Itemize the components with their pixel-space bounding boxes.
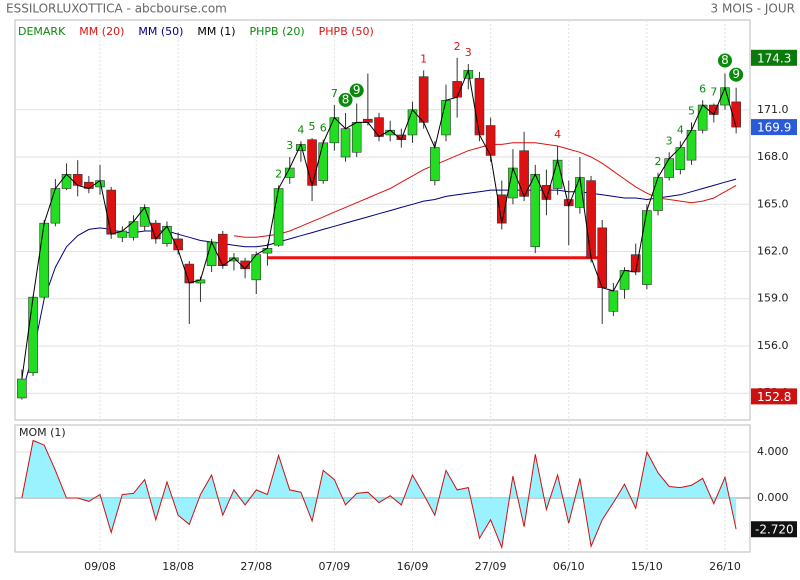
candle-body bbox=[430, 147, 440, 181]
candle-body bbox=[162, 225, 172, 244]
price-label-box bbox=[751, 388, 797, 405]
candle-body bbox=[642, 210, 652, 285]
legend-label: DEMARK bbox=[18, 25, 66, 38]
x-tick-label: 27/08 bbox=[240, 560, 272, 573]
x-tick-label: 09/08 bbox=[84, 560, 116, 573]
y-tick-label: 0.000 bbox=[757, 491, 789, 504]
x-tick-label: 16/09 bbox=[397, 560, 429, 573]
candle-body bbox=[363, 118, 373, 123]
setup-label: 2 bbox=[275, 167, 282, 180]
period: 3 MOIS - JOUR bbox=[711, 2, 795, 16]
price-label: 174.3 bbox=[757, 51, 791, 65]
x-tick-label: 26/10 bbox=[709, 560, 741, 573]
price-label-box bbox=[751, 119, 797, 136]
panel-title: MOM (1) bbox=[19, 426, 66, 439]
candle-body bbox=[17, 378, 27, 399]
y-tick-label: 156.0 bbox=[757, 339, 789, 352]
candle-body bbox=[418, 76, 429, 123]
y-tick-label: 159.0 bbox=[757, 292, 789, 305]
candle-body bbox=[106, 189, 116, 235]
y-tick-label: 171.0 bbox=[757, 103, 789, 116]
candle-body bbox=[697, 104, 708, 131]
candle-body bbox=[474, 77, 485, 136]
candle-body bbox=[340, 128, 351, 158]
legend-label: MM (1) bbox=[197, 25, 235, 38]
setup-badge bbox=[717, 53, 732, 68]
candle-body bbox=[217, 233, 228, 266]
momentum-frame bbox=[14, 424, 751, 553]
setup-label: 9 bbox=[732, 67, 740, 81]
candle-body bbox=[530, 174, 541, 248]
candle-body bbox=[619, 270, 630, 290]
legend-label: MM (20) bbox=[79, 25, 124, 38]
y-tick-label: 162.0 bbox=[757, 244, 789, 257]
candle-body bbox=[586, 180, 596, 259]
setup-label: 3 bbox=[286, 139, 293, 152]
y-tick-label: 4.000 bbox=[757, 445, 789, 458]
x-tick-label: 06/10 bbox=[553, 560, 585, 573]
candle-body bbox=[262, 248, 273, 254]
page-title: ESSILORLUXOTTICA - abcbourse.com bbox=[6, 2, 227, 16]
setup-label: 2 bbox=[454, 40, 461, 53]
last-value-label: -2.720 bbox=[755, 523, 794, 537]
price-label: 152.8 bbox=[757, 390, 791, 404]
candle-body bbox=[441, 100, 451, 136]
momentum-fill bbox=[21, 440, 737, 548]
setup-badge bbox=[729, 67, 744, 82]
candle-body bbox=[485, 125, 496, 156]
candle-body bbox=[72, 174, 83, 186]
y-tick-label: 168.0 bbox=[757, 150, 789, 163]
setup-label: 5 bbox=[309, 120, 316, 133]
setup-label: 4 bbox=[677, 123, 684, 136]
candle-body bbox=[351, 122, 362, 153]
setup-label: 9 bbox=[353, 83, 361, 97]
x-tick-label: 15/10 bbox=[631, 560, 663, 573]
setup-label: 2 bbox=[655, 155, 662, 168]
y-tick-label: 165.0 bbox=[757, 197, 789, 210]
x-tick-label: 07/09 bbox=[319, 560, 351, 573]
setup-label: 4 bbox=[554, 128, 561, 141]
price-label-box bbox=[751, 49, 797, 66]
price-label: 169.9 bbox=[757, 121, 791, 135]
x-tick-label: 18/08 bbox=[162, 560, 194, 573]
setup-label: 6 bbox=[320, 122, 327, 135]
candle-body bbox=[374, 117, 384, 137]
candle-body bbox=[608, 290, 619, 312]
candle-body bbox=[653, 177, 663, 211]
setup-label: 7 bbox=[331, 87, 338, 100]
setup-label: 5 bbox=[688, 104, 695, 117]
close-line bbox=[21, 68, 737, 380]
candle-body bbox=[50, 188, 61, 224]
setup-badge bbox=[349, 83, 364, 98]
moving-average bbox=[21, 178, 737, 394]
last-value-box bbox=[751, 521, 797, 538]
setup-label: 3 bbox=[666, 134, 673, 147]
candle-body bbox=[318, 142, 329, 181]
legend-label: PHPB (20) bbox=[249, 25, 304, 38]
x-tick-label: 27/09 bbox=[475, 560, 507, 573]
candle-body bbox=[61, 174, 72, 189]
setup-label: 4 bbox=[297, 123, 304, 136]
price-frame bbox=[14, 19, 751, 421]
legend-label: PHPB (50) bbox=[319, 25, 374, 38]
setup-label: 6 bbox=[699, 82, 706, 95]
candle-body bbox=[28, 296, 38, 374]
candle-body bbox=[307, 139, 317, 186]
setup-label: 7 bbox=[710, 85, 717, 98]
candle-body bbox=[664, 158, 674, 178]
candle-body bbox=[39, 222, 50, 298]
setup-label: 8 bbox=[342, 92, 350, 106]
setup-label: 3 bbox=[465, 46, 472, 59]
momentum-line bbox=[21, 439, 737, 550]
setup-label: 8 bbox=[721, 53, 729, 67]
setup-badge bbox=[338, 92, 353, 107]
setup-label: 1 bbox=[420, 52, 427, 65]
legend-label: MM (50) bbox=[138, 25, 183, 38]
candle-body bbox=[273, 188, 284, 246]
